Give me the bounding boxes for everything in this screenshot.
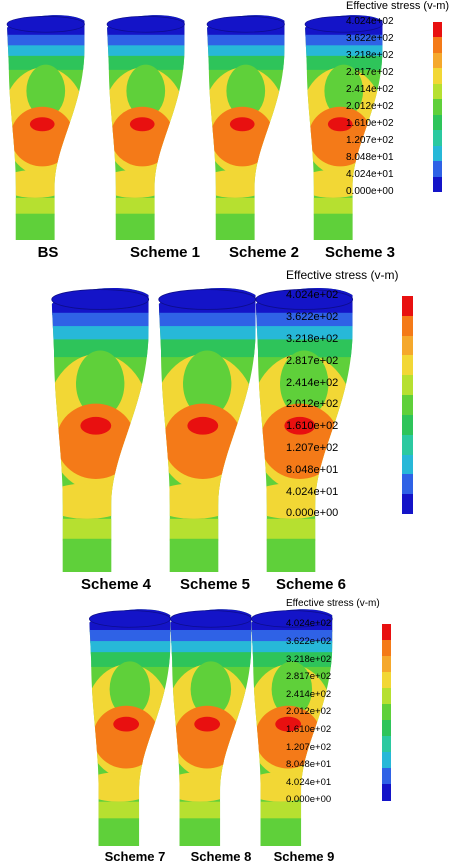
legend-title: Effective stress (v-m) — [346, 0, 450, 12]
legend-color-swatch — [433, 52, 442, 69]
scheme-label: Scheme 8 — [190, 849, 252, 864]
legend-tick-label: 3.218e+02 — [286, 653, 332, 665]
legend-color-swatch — [402, 315, 413, 337]
legend-color-swatch — [382, 736, 391, 753]
legend-tick-label: 2.012e+02 — [286, 706, 332, 718]
legend-color-swatch — [402, 375, 413, 396]
legend-title: Effective stress (v-m) — [286, 598, 380, 609]
legend-tick-label: 2.414e+02 — [346, 84, 394, 95]
stress-pipe-2-0 — [88, 609, 171, 846]
legend-tick-label: 1.610e+02 — [286, 723, 332, 735]
legend-color-swatch — [382, 704, 391, 721]
legend-color-swatch — [433, 37, 442, 54]
stress-pipe-2-1 — [169, 609, 252, 846]
legend-tick-label: 4.024e+01 — [286, 485, 339, 498]
legend-tick-label: 1.610e+02 — [286, 420, 339, 433]
legend-color-swatch — [402, 454, 413, 475]
stress-pipe-2-2 — [250, 609, 333, 846]
legend-tick-label: 2.817e+02 — [286, 671, 332, 683]
legend-tick-label: 4.024e+02 — [346, 16, 394, 27]
legend-color-swatch — [433, 22, 442, 38]
legend-tick-label: 4.024e+01 — [346, 169, 394, 180]
legend-color-swatch — [402, 355, 413, 376]
legend-tick-label: 3.622e+02 — [286, 635, 332, 647]
legend-color-swatch — [382, 672, 391, 689]
scheme-label: Scheme 7 — [104, 849, 166, 864]
legend-tick-label: 1.207e+02 — [286, 442, 339, 454]
legend-color-swatch — [402, 474, 413, 495]
legend-tick-label: 8.048e+01 — [346, 152, 394, 163]
legend-tick-label: 2.817e+02 — [286, 354, 339, 367]
legend-color-swatch — [402, 434, 413, 456]
legend-tick-label: 3.218e+02 — [286, 333, 339, 345]
scheme-label: Scheme 4 — [80, 576, 152, 593]
legend-tick-label: 2.414e+02 — [286, 376, 339, 389]
legend-tick-label: 4.024e+02 — [286, 618, 332, 630]
legend-tick-label: 4.024e+01 — [286, 776, 332, 788]
legend-color-swatch — [382, 720, 391, 737]
legend-color-swatch — [382, 624, 391, 641]
legend-tick-label: 4.024e+02 — [286, 289, 339, 302]
legend-tick-label: 2.012e+02 — [286, 398, 339, 411]
legend-color-swatch — [382, 656, 391, 673]
legend-color-swatch — [433, 130, 442, 147]
stress-pipe-1-2 — [255, 287, 354, 572]
legend-color-swatch — [382, 768, 391, 785]
stress-pipe-0-1 — [106, 15, 185, 240]
legend-tick-label: 1.207e+02 — [346, 135, 394, 146]
legend-tick-label: 8.048e+01 — [286, 759, 332, 771]
stress-pipe-0-2 — [206, 15, 285, 240]
legend-tick-label: 3.622e+02 — [286, 311, 339, 324]
legend-tick-label: 2.414e+02 — [286, 688, 332, 700]
legend-color-swatch — [433, 83, 442, 100]
legend-tick-label: 2.012e+02 — [346, 101, 394, 112]
legend-color-swatch — [433, 161, 442, 178]
legend-color-swatch — [402, 296, 413, 317]
stress-pipe-0-3 — [304, 15, 383, 240]
scheme-label: Scheme 5 — [179, 576, 251, 593]
legend-color-swatch — [382, 640, 391, 657]
legend-tick-label: 1.610e+02 — [346, 118, 394, 129]
legend-color-swatch — [433, 145, 442, 162]
scheme-label: Scheme 9 — [273, 849, 335, 864]
legend-color-swatch — [382, 752, 391, 769]
scheme-label: Scheme 3 — [324, 244, 396, 261]
scheme-label: Scheme 2 — [228, 244, 300, 261]
stress-pipe-1-1 — [158, 287, 257, 572]
legend-color-swatch — [402, 414, 413, 436]
legend-color-swatch — [433, 99, 442, 116]
legend-color-swatch — [402, 494, 413, 515]
legend-tick-label: 3.622e+02 — [346, 33, 394, 44]
scheme-label: Scheme 1 — [129, 244, 201, 261]
legend-color-swatch — [433, 176, 442, 193]
legend-tick-label: 3.218e+02 — [346, 50, 394, 61]
stress-pipe-0-0 — [6, 15, 85, 240]
stress-pipe-1-0 — [51, 287, 150, 572]
legend-tick-label: 0.000e+00 — [286, 794, 332, 806]
legend-color-swatch — [402, 395, 413, 416]
legend-color-swatch — [382, 784, 391, 801]
legend-tick-label: 2.817e+02 — [346, 67, 394, 78]
scheme-label: Scheme 6 — [275, 576, 347, 593]
legend-color-swatch — [433, 114, 442, 131]
legend-color-swatch — [382, 688, 391, 705]
legend-tick-label: 0.000e+00 — [286, 507, 339, 520]
legend-color-swatch — [402, 335, 413, 356]
legend-color-swatch — [433, 68, 442, 85]
scheme-label: BS — [37, 244, 59, 261]
legend-tick-label: 1.207e+02 — [286, 741, 332, 753]
legend-tick-label: 8.048e+01 — [286, 463, 339, 476]
legend-tick-label: 0.000e+00 — [346, 186, 394, 197]
legend-title: Effective stress (v-m) — [286, 268, 399, 282]
